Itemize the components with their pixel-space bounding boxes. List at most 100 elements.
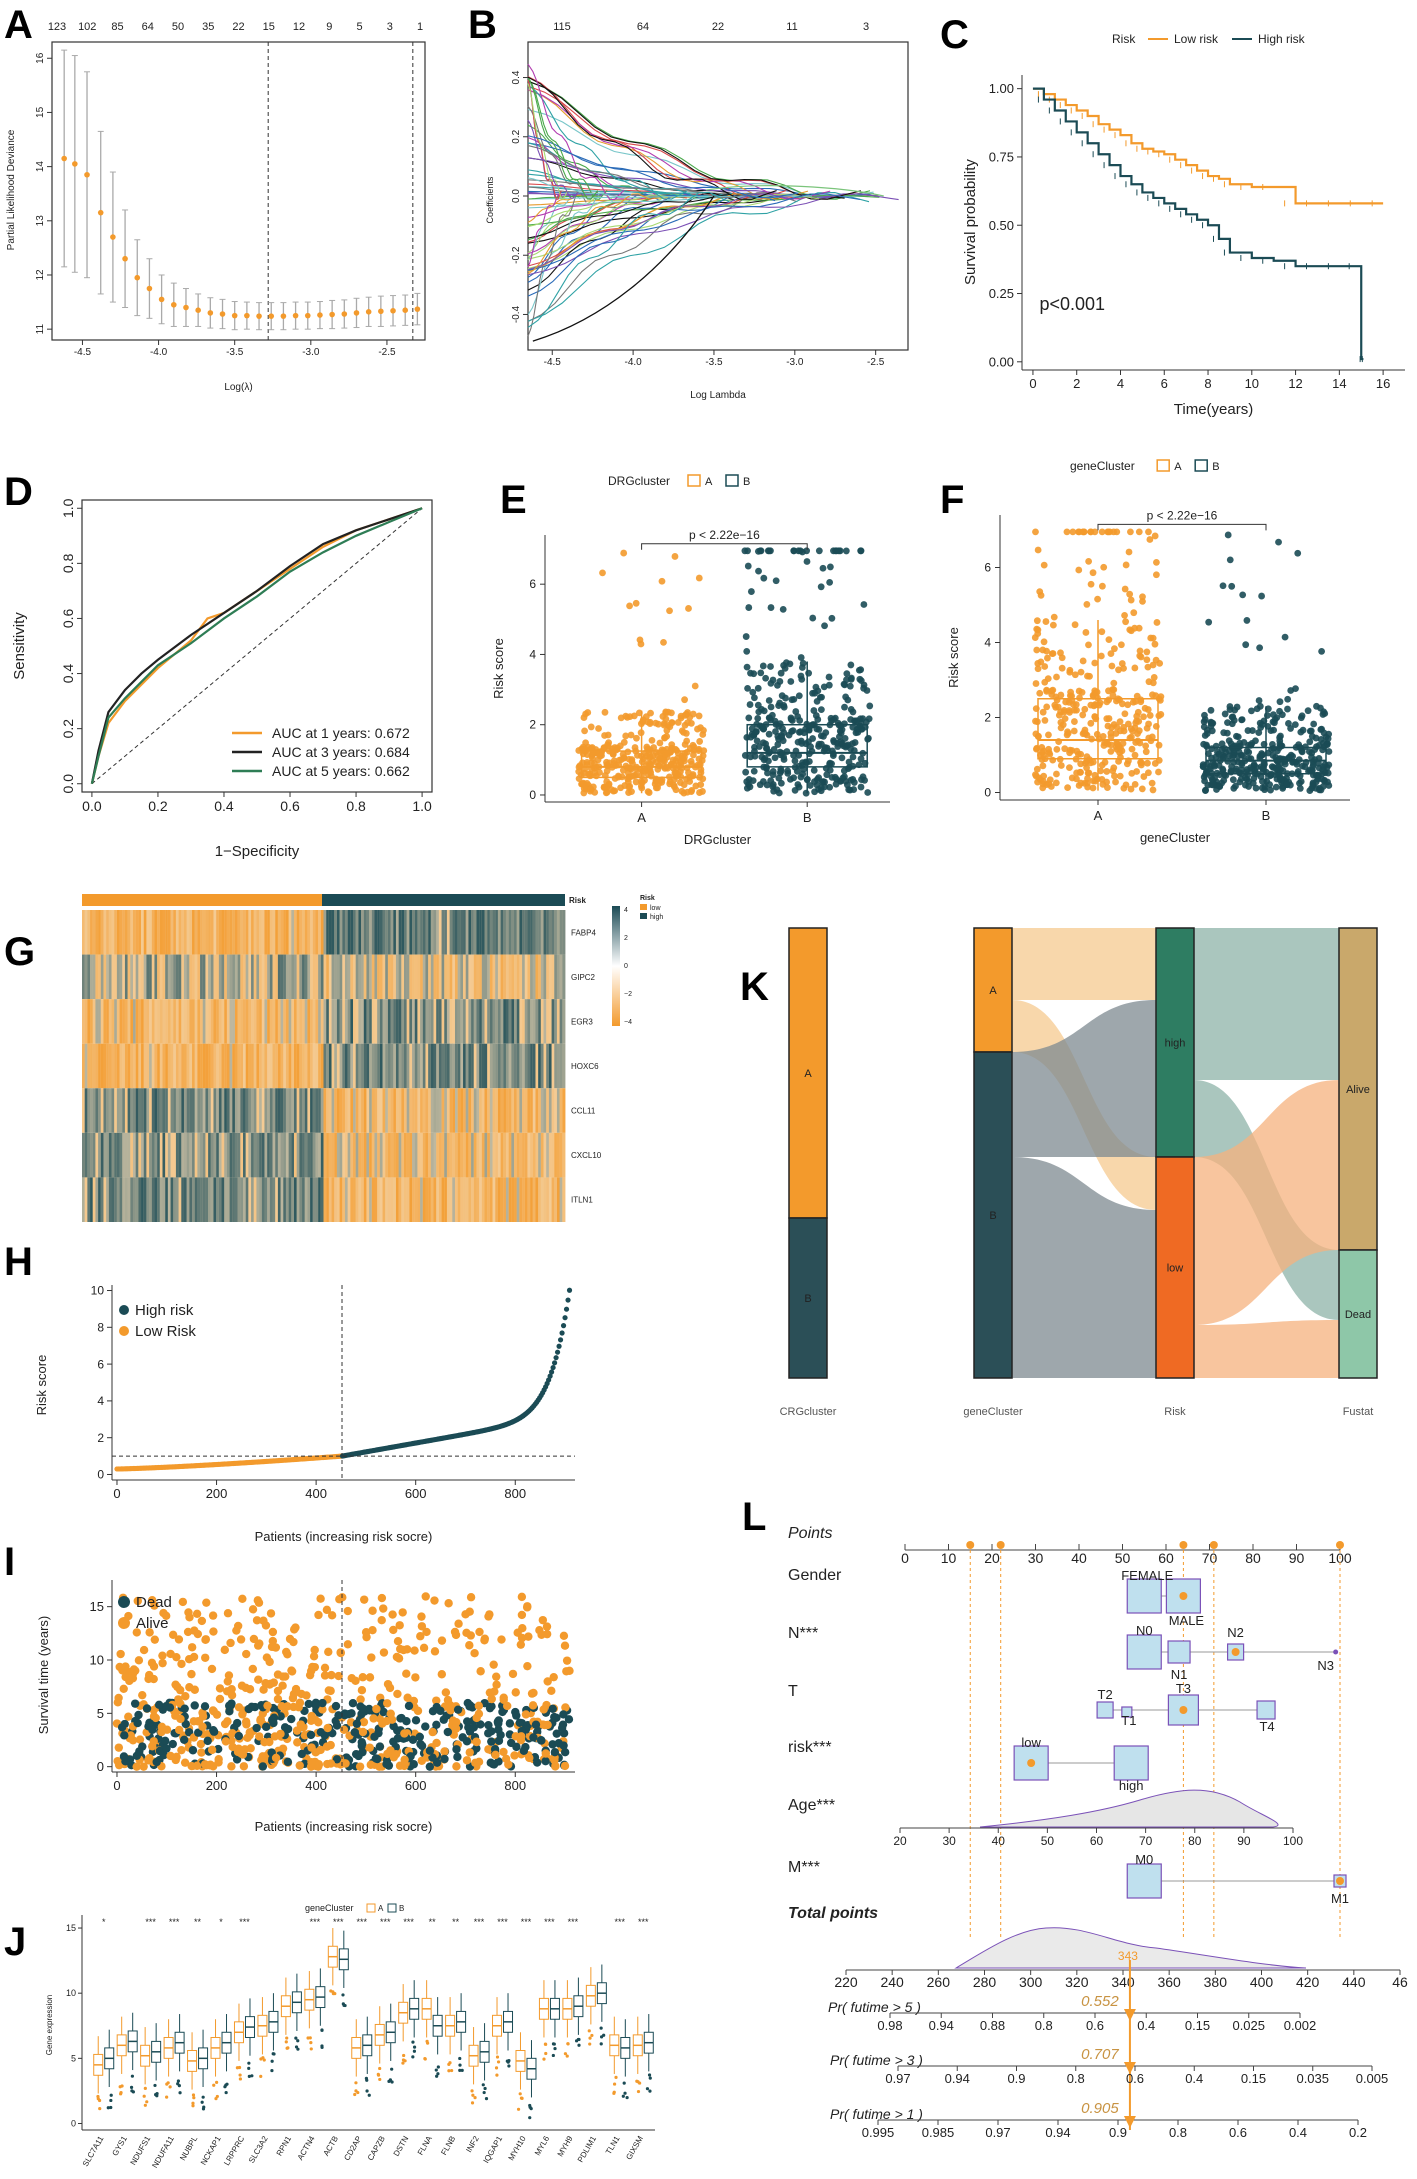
heatmap-cell-bg (516, 910, 520, 955)
jitter-point (1137, 698, 1145, 706)
jitter-point (1040, 772, 1048, 780)
jitter-point (1142, 748, 1150, 756)
jitter-point (774, 741, 782, 748)
heatmap-cell (358, 910, 362, 955)
heatmap-cell (216, 1177, 220, 1222)
heatmap-cell (446, 1132, 451, 1178)
heatmap-cell (323, 1177, 327, 1222)
heatmap-cell (108, 1177, 112, 1222)
heatmap-cell (404, 1177, 408, 1222)
heatmap-cell-bg (406, 1043, 410, 1089)
heatmap-cell (192, 954, 196, 1000)
heatmap-cell (151, 1088, 155, 1133)
heatmap-cell (208, 1043, 212, 1089)
heatmap-cell (393, 910, 397, 955)
heatmap-cell-bg (358, 1177, 362, 1222)
heatmap-cell-bg (425, 1043, 429, 1089)
jitter-point (1258, 784, 1266, 792)
heatmap-cell (146, 999, 150, 1044)
heatmap-cell (425, 1177, 429, 1222)
heatmap-cell (551, 999, 555, 1044)
panel-label-a: A (4, 3, 33, 47)
heatmap-cell (562, 1177, 566, 1222)
heatmap-cell (248, 1177, 252, 1222)
heatmap-cell (326, 1043, 330, 1089)
top-tick-label: 64 (142, 21, 154, 33)
heatmap-cell (377, 1177, 381, 1222)
heatmap-cell (122, 954, 126, 1000)
heatmap-cell (92, 954, 96, 1000)
heatmap-cell (192, 910, 196, 955)
p-value-annotation: p<0.001 (1040, 294, 1106, 314)
heatmap-cell (471, 1132, 475, 1178)
heatmap-cell (119, 1043, 123, 1089)
jitter-point (1080, 528, 1088, 536)
heatmap-cell (556, 1177, 561, 1222)
heatmap-cell (149, 910, 153, 955)
jitter-point (589, 754, 596, 762)
heatmap-cell (559, 1043, 563, 1089)
jitter-point (807, 743, 814, 751)
heatmap-cell (476, 954, 480, 1000)
heatmap-cell-bg (167, 1177, 171, 1222)
heatmap-cell (291, 910, 295, 955)
heatmap-cell (103, 1177, 107, 1222)
heatmap-cell (146, 1177, 150, 1222)
heatmap-cell-bg (425, 999, 429, 1044)
heatmap-cell (100, 1043, 104, 1089)
coefficient-path (705, 185, 884, 197)
jitter-point (757, 669, 765, 677)
heatmap-cell (234, 954, 239, 1000)
heatmap-cell (146, 910, 150, 955)
heatmap-cell (546, 1043, 550, 1089)
heatmap-cell (323, 910, 327, 955)
heatmap-cell (428, 1043, 432, 1089)
heatmap-cell (111, 1132, 115, 1178)
jitter-point (1043, 647, 1050, 655)
jitter-point (852, 729, 860, 737)
panel-label-g: G (4, 930, 35, 974)
heatmap-cell-bg (138, 1132, 142, 1178)
heatmap-cell-bg (412, 999, 416, 1044)
y-tick-label: 1.00 (989, 81, 1014, 96)
heatmap-cell (446, 1088, 451, 1133)
heatmap-cell (256, 954, 260, 1000)
jitter-point (1149, 691, 1156, 699)
category-label: A (637, 810, 646, 825)
heatmap-cell (127, 954, 131, 1000)
heatmap-cell-bg (170, 999, 174, 1044)
panel-label-b: B (468, 3, 497, 47)
color-scale-bar (612, 906, 620, 1026)
heatmap-cell (422, 954, 426, 1000)
heatmap-cell (454, 1043, 459, 1089)
heatmap-cell-bg (226, 999, 230, 1044)
category-label: B (1262, 808, 1271, 823)
deviance-point (304, 312, 311, 319)
deviance-point (390, 307, 396, 314)
jitter-point (751, 743, 758, 751)
jitter-point (1061, 715, 1069, 723)
heatmap-cell (336, 1177, 340, 1222)
heatmap-cell-bg (162, 999, 166, 1044)
heatmap-cell-bg (514, 954, 518, 1000)
heatmap-cell (82, 1088, 86, 1133)
jitter-point (694, 725, 701, 733)
heatmap-cell (315, 1043, 319, 1089)
risk-point (563, 1306, 570, 1312)
heatmap-cell (444, 1043, 448, 1089)
jitter-point (767, 604, 775, 611)
heatmap-cell-bg (149, 910, 153, 955)
jitter-point (696, 789, 703, 796)
heatmap-cell (280, 999, 284, 1044)
jitter-point (744, 547, 751, 555)
heatmap-cell (436, 999, 440, 1044)
heatmap-cell-bg (554, 1043, 558, 1089)
heatmap-cell (342, 910, 346, 955)
heatmap-cell-bg (452, 1132, 456, 1178)
heatmap-cell (111, 999, 115, 1044)
km-curve-low-risk (1032, 87, 1384, 205)
heatmap-cell (256, 1132, 260, 1178)
heatmap-cell-bg (495, 954, 499, 1000)
heatmap-cell (530, 1132, 534, 1178)
jitter-point (1073, 706, 1080, 714)
